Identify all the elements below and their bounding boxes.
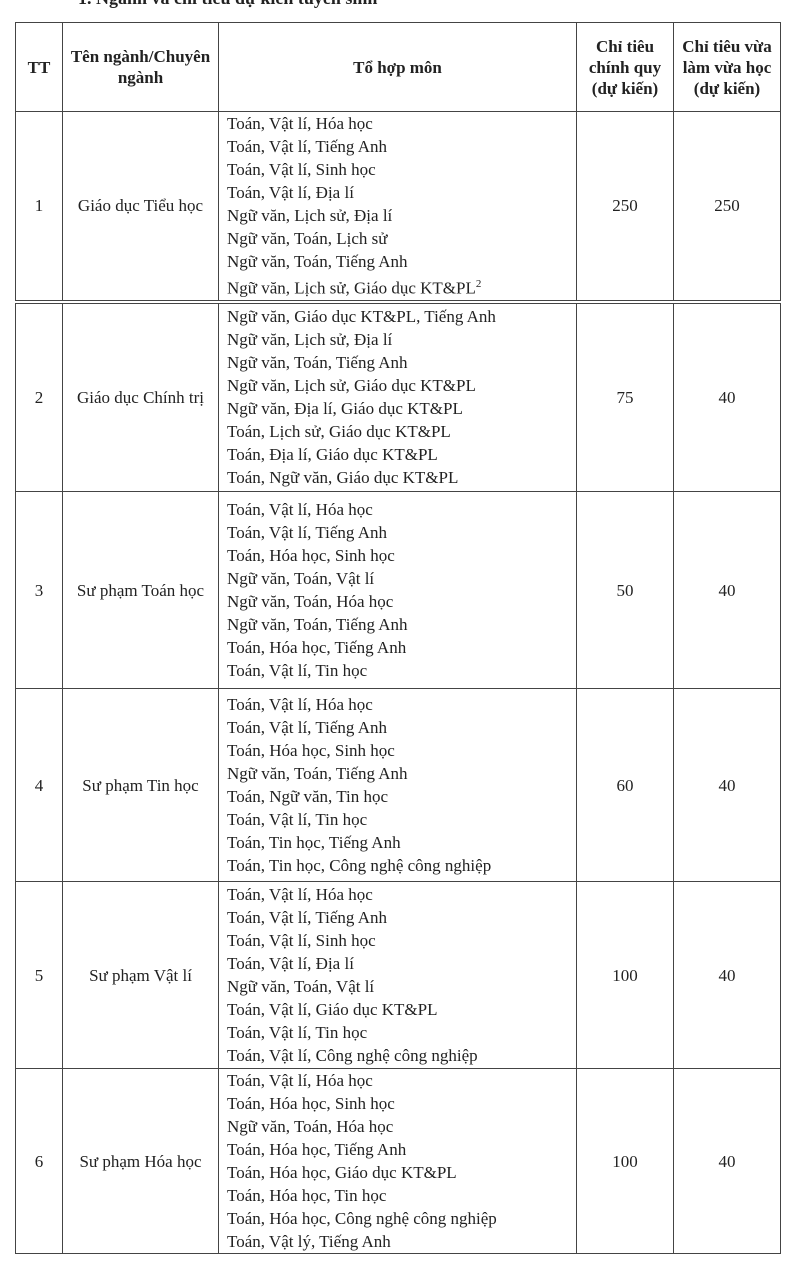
row-number: 5 xyxy=(15,881,63,1070)
part-time-quota: 40 xyxy=(673,1068,781,1255)
combo: Ngữ văn, Địa lí, Giáo dục KT&PL xyxy=(227,399,463,419)
row-number: 2 xyxy=(15,301,63,493)
combo: Toán, Vật lí, Hóa học xyxy=(227,885,373,905)
regular-quota: 100 xyxy=(576,881,674,1070)
combo: Toán, Địa lí, Giáo dục KT&PL xyxy=(227,445,438,465)
regular-quota: 50 xyxy=(576,491,674,690)
major-name: Sư phạm Toán học xyxy=(62,491,219,690)
table-row: 4 Sư phạm Tin học Toán, Vật lí, Hóa học Toá… xyxy=(15,688,781,883)
regular-quota: 60 xyxy=(576,688,674,883)
combo: Toán, Hóa học, Sinh học xyxy=(227,546,395,566)
combo-list: Toán, Vật lí, Hóa học Toán, Vật lí, Tiếng… xyxy=(218,110,577,303)
combo: Ngữ văn, Toán, Tiếng Anh xyxy=(227,615,408,635)
admission-table: TT Tên ngành/Chuyên ngành Tổ hợp môn Chỉ ti… xyxy=(15,22,781,1255)
major-name: Giáo dục Chính trị xyxy=(62,301,219,493)
combo: Toán, Vật lí, Tin học xyxy=(227,810,368,830)
combo-list: Toán, Vật lí, Hóa học Toán, Vật lí, Tiếng… xyxy=(218,881,577,1070)
combo: Toán, Vật lí, Tiếng Anh xyxy=(227,137,388,156)
table-row: 5 Sư phạm Vật lí Toán, Vật lí, Hóa học Toán… xyxy=(15,881,781,1070)
combo: Toán, Vật lí, Tin học xyxy=(227,1023,368,1043)
combo-text: Ngữ văn, Lịch sử, Giáo dục KT&PL xyxy=(227,278,476,298)
combo: Toán, Hóa học, Tiếng Anh xyxy=(227,1140,407,1160)
combo: Toán, Vật lí, Công nghệ công nghiệp xyxy=(227,1046,478,1066)
row-number: 6 xyxy=(15,1068,63,1255)
part-time-quota: 40 xyxy=(673,881,781,1070)
major-name: Sư phạm Tin học xyxy=(62,688,219,883)
regular-quota: 250 xyxy=(576,110,674,303)
column-header: Chỉ tiêu vừa làm vừa học (dự kiến) xyxy=(673,22,781,112)
column-header: Tên ngành/Chuyên ngành xyxy=(62,22,219,112)
row-number: 4 xyxy=(15,688,63,883)
combo: Toán, Vật lí, Tiếng Anh xyxy=(227,523,388,543)
combo: Toán, Hóa học, Sinh học xyxy=(227,741,395,761)
combo: Toán, Vật lí, Sinh học xyxy=(227,160,376,179)
regular-quota: 75 xyxy=(576,301,674,493)
column-header: Tổ hợp môn xyxy=(218,22,577,112)
column-header: TT xyxy=(15,22,63,112)
combo: Toán, Vật lí, Hóa học xyxy=(227,114,373,133)
major-name: Sư phạm Vật lí xyxy=(62,881,219,1070)
combo: Toán, Vật lí, Giáo dục KT&PL xyxy=(227,1000,438,1020)
table-body: 1 Giáo dục Tiểu học Toán, Vật lí, Hóa học T… xyxy=(15,110,781,1255)
combo: Ngữ văn, Lịch sử, Giáo dục KT&PL2 xyxy=(227,273,572,300)
combo: Ngữ văn, Toán, Vật lí xyxy=(227,569,375,589)
combo: Toán, Vật lí, Địa lí xyxy=(227,183,354,202)
row-number: 3 xyxy=(15,491,63,690)
combo: Ngữ văn, Toán, Tiếng Anh xyxy=(227,764,408,784)
combo: Toán, Vật lí, Tiếng Anh xyxy=(227,718,388,738)
row-number: 1 xyxy=(15,110,63,303)
footnote-mark: 2 xyxy=(475,278,482,290)
major-name: Giáo dục Tiểu học xyxy=(62,110,219,303)
column-header: Chỉ tiêu chính quy (dự kiến) xyxy=(576,22,674,112)
part-time-quota: 40 xyxy=(673,491,781,690)
part-time-quota: 40 xyxy=(673,688,781,883)
major-name: Sư phạm Hóa học xyxy=(62,1068,219,1255)
combo: Toán, Lịch sử, Giáo dục KT&PL xyxy=(227,422,451,442)
combo: Toán, Ngữ văn, Giáo dục KT&PL xyxy=(227,468,459,488)
combo: Ngữ văn, Lịch sử, Địa lí xyxy=(227,330,393,350)
combo: Toán, Hóa học, Tin học xyxy=(227,1186,387,1206)
part-time-quota: 250 xyxy=(673,110,781,303)
combo: Toán, Vật lý, Tiếng Anh xyxy=(227,1232,391,1252)
combo: Ngữ văn, Lịch sử, Giáo dục KT&PL xyxy=(227,376,476,396)
table-row: 3 Sư phạm Toán học Toán, Vật lí, Hóa học To… xyxy=(15,491,781,690)
part-time-quota: 40 xyxy=(673,301,781,493)
header-row: TT Tên ngành/Chuyên ngành Tổ hợp môn Chỉ ti… xyxy=(15,22,781,112)
combo: Toán, Vật lí, Tiếng Anh xyxy=(227,908,388,928)
combo: Toán, Hóa học, Tiếng Anh xyxy=(227,638,407,658)
regular-quota: 100 xyxy=(576,1068,674,1255)
combo: Toán, Vật lí, Hóa học xyxy=(227,500,373,520)
combo: Ngữ văn, Toán, Lịch sử xyxy=(227,229,388,248)
combo-list: Toán, Vật lí, Hóa học Toán, Vật lí, Tiếng… xyxy=(218,688,577,883)
combo: Toán, Hóa học, Công nghệ công nghiệp xyxy=(227,1209,497,1229)
table-row: 6 Sư phạm Hóa học Toán, Vật lí, Hóa học Toá… xyxy=(15,1068,781,1255)
combo: Ngữ văn, Lịch sử, Địa lí xyxy=(227,206,393,225)
combo: Ngữ văn, Giáo dục KT&PL, Tiếng Anh xyxy=(227,307,496,327)
combo: Toán, Vật lí, Sinh học xyxy=(227,931,376,951)
combo: Toán, Hóa học, Sinh học xyxy=(227,1094,395,1114)
table-row: 1 Giáo dục Tiểu học Toán, Vật lí, Hóa học T… xyxy=(15,110,781,303)
combo: Ngữ văn, Toán, Tiếng Anh xyxy=(227,353,408,373)
combo: Toán, Vật lí, Hóa học xyxy=(227,1071,373,1091)
combo: Ngữ văn, Toán, Tiếng Anh xyxy=(227,252,408,271)
combo: Ngữ văn, Toán, Hóa học xyxy=(227,592,394,612)
combo: Toán, Ngữ văn, Tin học xyxy=(227,787,389,807)
combo: Toán, Tin học, Công nghệ công nghiệp xyxy=(227,856,492,876)
combo: Toán, Vật lí, Hóa học xyxy=(227,695,373,715)
combo: Ngữ văn, Toán, Vật lí xyxy=(227,977,375,997)
heading: 1. Ngành và chỉ tiêu dự kiến tuyển sinh xyxy=(78,0,377,9)
combo-list: Toán, Vật lí, Hóa học Toán, Hóa học, Sinh… xyxy=(218,1068,577,1255)
combo: Toán, Vật lí, Địa lí xyxy=(227,954,354,974)
combo-list: Ngữ văn, Giáo dục KT&PL, Tiếng Anh Ngữ vă… xyxy=(218,301,577,493)
combo: Toán, Tin học, Tiếng Anh xyxy=(227,833,401,853)
table-head: TT Tên ngành/Chuyên ngành Tổ hợp môn Chỉ ti… xyxy=(15,22,781,112)
combo-list: Toán, Vật lí, Hóa học Toán, Vật lí, Tiếng… xyxy=(218,491,577,690)
combo: Toán, Hóa học, Giáo dục KT&PL xyxy=(227,1163,457,1183)
combo: Ngữ văn, Toán, Hóa học xyxy=(227,1117,394,1137)
combo: Toán, Vật lí, Tin học xyxy=(227,661,368,681)
table-row: 2 Giáo dục Chính trị Ngữ văn, Giáo dục KT&… xyxy=(15,301,781,493)
